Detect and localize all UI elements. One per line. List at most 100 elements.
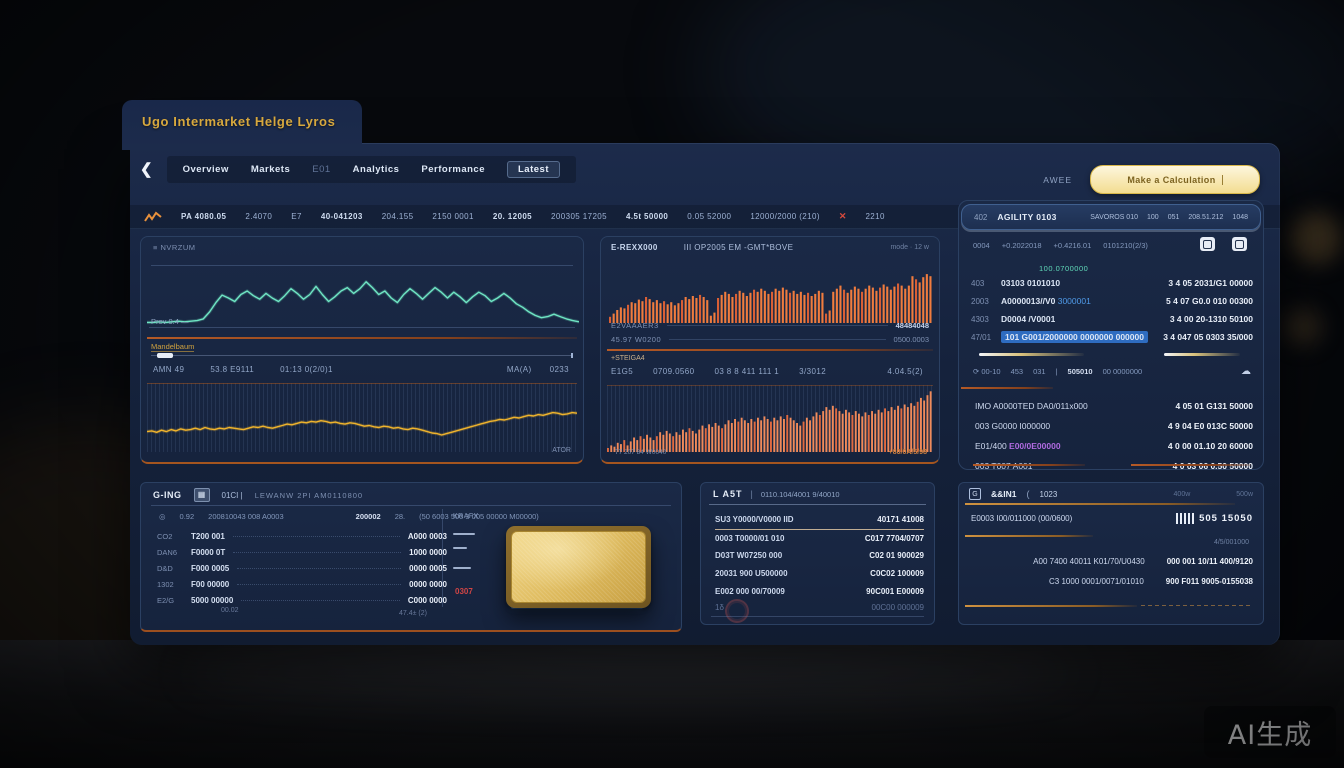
stat-item: MA(A) [506,365,532,374]
teal-line-chart[interactable] [147,269,580,327]
chart-view-button[interactable] [1200,237,1215,251]
trade-row-highlighted[interactable]: 0003 T0000/01 010 C017 7704/0707 [715,529,924,546]
tool-item[interactable]: 031 [1033,367,1046,376]
tab-performance[interactable]: Performance [421,163,485,175]
gold-ingot-image [506,526,651,608]
tab-latest[interactable]: Latest [507,160,560,178]
mini-bar [453,547,467,549]
orderbook-header[interactable]: 402 AGILITY 0103 SAVOROS 010 100 051 208… [961,204,1261,230]
calculate-button[interactable]: Make a Calculation [1090,165,1260,194]
col-label: 200810043 008 A0003 [208,512,284,521]
ticker-item[interactable]: 4.5t 50000 [626,212,669,221]
leader-line [233,551,402,553]
trade-row[interactable]: E002 000 00/70009 90C001 E00009 [715,583,924,599]
small-note: 4/5/001000 [1213,539,1249,546]
watermark-text: AI生成 [1227,719,1313,751]
tab-markets[interactable]: Markets [250,163,291,175]
table-row[interactable]: CO2 T200 001 A000 0003 [157,529,447,543]
back-chevron-icon[interactable]: ❮ [140,161,153,178]
trade-row[interactable]: SU3 Y0000/V0000 IID 40171 41008 [715,511,924,527]
trade-name: SU3 Y0000/V0000 IID [715,514,794,524]
position-row[interactable]: IMO A0000TED DA0/011x000 4 05 01 G131 50… [975,397,1253,415]
ticker-item[interactable]: 20. 12005 [492,212,533,221]
ticker-item[interactable]: 40-041203 [320,212,363,221]
tab-e01[interactable]: E01 [312,163,331,175]
depth-bar-right [1164,353,1240,356]
order-row[interactable]: 4303 D0004 /V0001 3 4 00 20-1310 50100 [971,311,1253,327]
row-name: F00 00000 [191,579,230,589]
side-column-label: KRAFX [453,513,479,520]
order-name: 03103 0101010 [1001,278,1061,288]
meta-item: +0.4216.01 [1053,241,1092,250]
grid-view-icon[interactable]: ▦ [193,488,210,502]
orange-histogram-top[interactable] [609,271,933,323]
window-title-tab[interactable]: Ugo Intermarket Helge Lyros [122,100,362,150]
position-row[interactable]: 003 G0000 I000000 4 9 04 E0 013C 50000 [975,417,1253,435]
range-slider[interactable] [151,353,573,358]
mini-bar [453,567,471,569]
table-row[interactable]: D&D F000 0005 0000 0005 [157,561,447,575]
footnote: 00.02 [221,607,239,614]
series-label[interactable]: Mandelbaum [151,342,195,352]
ticker-item[interactable]: E7 [291,212,302,221]
trade-row[interactable]: D03T W07250 000 C02 01 900029 [715,547,924,563]
list-view-button[interactable] [1232,237,1247,251]
summary-value: 900 F011 9005-0155038 [1165,576,1253,586]
level-label: 45.97 W0200 [611,335,662,344]
order-row[interactable]: 2003 A0000013//V0 3000001 5 4 07 G0.0 01… [971,293,1253,309]
summary-row[interactable]: A00 7400 40011 K01/70/U0430 000 001 10/1… [999,553,1253,569]
trade-row[interactable]: 20031 900 U500000 C0C02 100009 [715,565,924,581]
tab-overview[interactable]: Overview [182,163,229,175]
trade-name: 20031 900 U500000 [715,568,788,578]
row-code: 1302 [157,579,174,589]
summary-row: E0003 I00/011000 (00/0600) 505 15050 [971,513,1253,524]
table-row[interactable]: DAN6 F0000 0T 1000 0000 [157,545,447,559]
tool-item[interactable]: ⟳ 00-10 [973,367,1001,376]
order-row[interactable]: 403 03103 0101010 3 4 05 2031/G1 00000 [971,275,1253,291]
tool-item-active[interactable]: 505010 [1067,367,1093,376]
table-row[interactable]: E2/G 5000 00000 C000 0000 [157,593,447,607]
gold-line-chart[interactable] [146,383,578,452]
order-link[interactable]: 3000001 [1057,296,1091,306]
ticker-item[interactable]: 2150 0001 [432,212,474,221]
trend-zigzag-icon [144,211,162,222]
position-value: 4 05 01 G131 50000 [1175,401,1253,411]
ticker-item[interactable]: 204.155 [381,212,414,221]
panel-header: E-REXX000 III OP2005 EM -GMT*BOVE mode ·… [611,243,929,252]
panel-mode-label[interactable]: mode · 12 w [890,244,929,251]
meta-item: SAVOROS 010 [1090,213,1138,221]
tool-item[interactable]: 453 [1010,367,1024,376]
col-icon: ◎ [159,512,166,521]
ticker-item[interactable]: 2210 [865,212,885,221]
summary-row[interactable]: C3 1000 0001/0071/01010 900 F011 9005-01… [999,573,1253,589]
divider [709,504,926,505]
leader-line [241,599,400,601]
panel-header: G &&IN1 ( 1023 400w 500w [969,488,1253,500]
ticker-item[interactable]: 12000/2000 (210) [750,212,820,221]
ticker-item[interactable]: PA 4080.05 [181,212,227,221]
leader-line [237,583,402,585]
barcode-digits: 505 15050 [1199,513,1253,524]
account-label: AWEE [1043,174,1072,185]
panel-meta: LEWANW 2PI AM0110800 [254,490,364,500]
orange-histogram-bottom[interactable] [607,385,933,452]
meta-item: 0004 [973,241,990,250]
slider-handle[interactable] [157,353,173,358]
panel-title: E-REXX000 [611,243,658,252]
price-chart-panel: ≡ NVRZUM Prev 0.4 — Mandelbaum AMN 49 53… [140,236,584,464]
col-label: 200002 [355,512,381,521]
position-row[interactable]: E01/400 E00/0E00000 4 0 00 01.10 20 6000… [975,437,1253,455]
cloud-icon[interactable]: ☁ [1241,366,1251,377]
view-glyph [1235,239,1244,249]
ticker-item[interactable]: 0.05 52000 [687,212,732,221]
tab-analytics[interactable]: Analytics [352,163,400,175]
table-row[interactable]: 1302 F00 00000 0000 0000 [157,577,447,591]
ticker-item[interactable]: 200305 17205 [551,212,608,221]
row-code: E2/G [157,595,175,605]
stat-item: 3/3012 [799,367,827,376]
header-right-group: 400w 500w [1174,491,1253,498]
mini-bar [453,533,475,535]
ticker-item[interactable]: 2.4070 [245,212,273,221]
table-header: G-ING ▦ 01CI | LEWANW 2PI AM0110800 [153,488,363,502]
order-row-selected[interactable]: 47/01 101 G001/2000000 0000000 000000 3 … [971,329,1253,345]
